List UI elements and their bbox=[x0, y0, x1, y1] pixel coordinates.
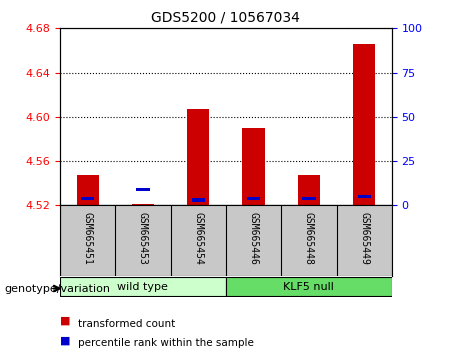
Title: GDS5200 / 10567034: GDS5200 / 10567034 bbox=[152, 10, 300, 24]
Bar bbox=[247, 197, 260, 200]
Text: GSM665448: GSM665448 bbox=[304, 212, 314, 265]
Bar bbox=[81, 197, 94, 200]
Bar bbox=[132, 204, 154, 205]
Text: ■: ■ bbox=[60, 316, 71, 326]
Text: genotype/variation: genotype/variation bbox=[5, 284, 111, 293]
Text: percentile rank within the sample: percentile rank within the sample bbox=[78, 338, 254, 348]
Bar bbox=[136, 188, 149, 191]
Bar bbox=[302, 197, 315, 200]
Text: KLF5 null: KLF5 null bbox=[284, 282, 334, 292]
Text: wild type: wild type bbox=[118, 282, 168, 292]
Text: GSM665446: GSM665446 bbox=[248, 212, 259, 265]
Text: transformed count: transformed count bbox=[78, 319, 176, 329]
Bar bbox=[298, 176, 320, 205]
Bar bbox=[187, 109, 209, 205]
Text: GSM665453: GSM665453 bbox=[138, 212, 148, 265]
FancyBboxPatch shape bbox=[226, 277, 392, 296]
Bar bbox=[77, 176, 99, 205]
Text: GSM665449: GSM665449 bbox=[359, 212, 369, 265]
Bar bbox=[353, 44, 375, 205]
Bar bbox=[358, 195, 371, 198]
Text: GSM665451: GSM665451 bbox=[83, 212, 93, 265]
Bar bbox=[242, 128, 265, 205]
FancyBboxPatch shape bbox=[60, 277, 226, 296]
Bar bbox=[192, 199, 205, 202]
Text: ■: ■ bbox=[60, 335, 71, 346]
Text: GSM665454: GSM665454 bbox=[193, 212, 203, 265]
